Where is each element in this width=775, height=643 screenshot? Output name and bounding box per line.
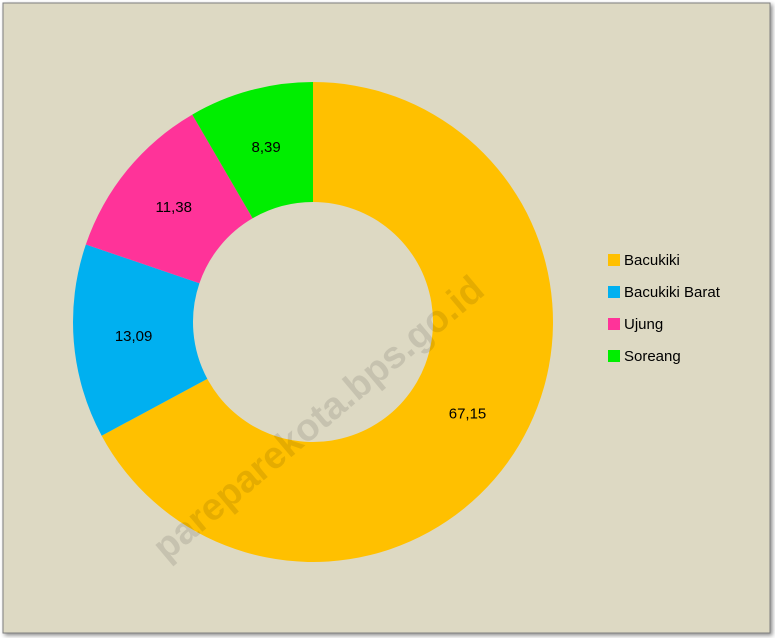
legend-swatch [608,318,620,330]
legend-label: Bacukiki Barat [624,284,721,301]
legend-label: Bacukiki [624,252,680,269]
data-label: 11,38 [156,199,192,216]
legend-swatch [608,350,620,362]
legend-label: Ujung [624,316,663,333]
data-labels: 67,15 13,09 11,38 8,39 [115,139,486,422]
data-label: 67,15 [449,405,487,422]
donut-slice [72,244,208,436]
donut-slice [85,114,253,284]
data-label: 8,39 [252,139,281,156]
legend-swatch [608,254,620,266]
data-label: 13,09 [115,328,153,345]
legend-swatch [608,286,620,298]
donut-slice [192,82,313,219]
legend-label: Soreang [624,348,681,365]
donut-slice [101,82,554,563]
legend: Bacukiki Bacukiki Barat Ujung Soreang [608,252,721,365]
donut [72,82,554,563]
